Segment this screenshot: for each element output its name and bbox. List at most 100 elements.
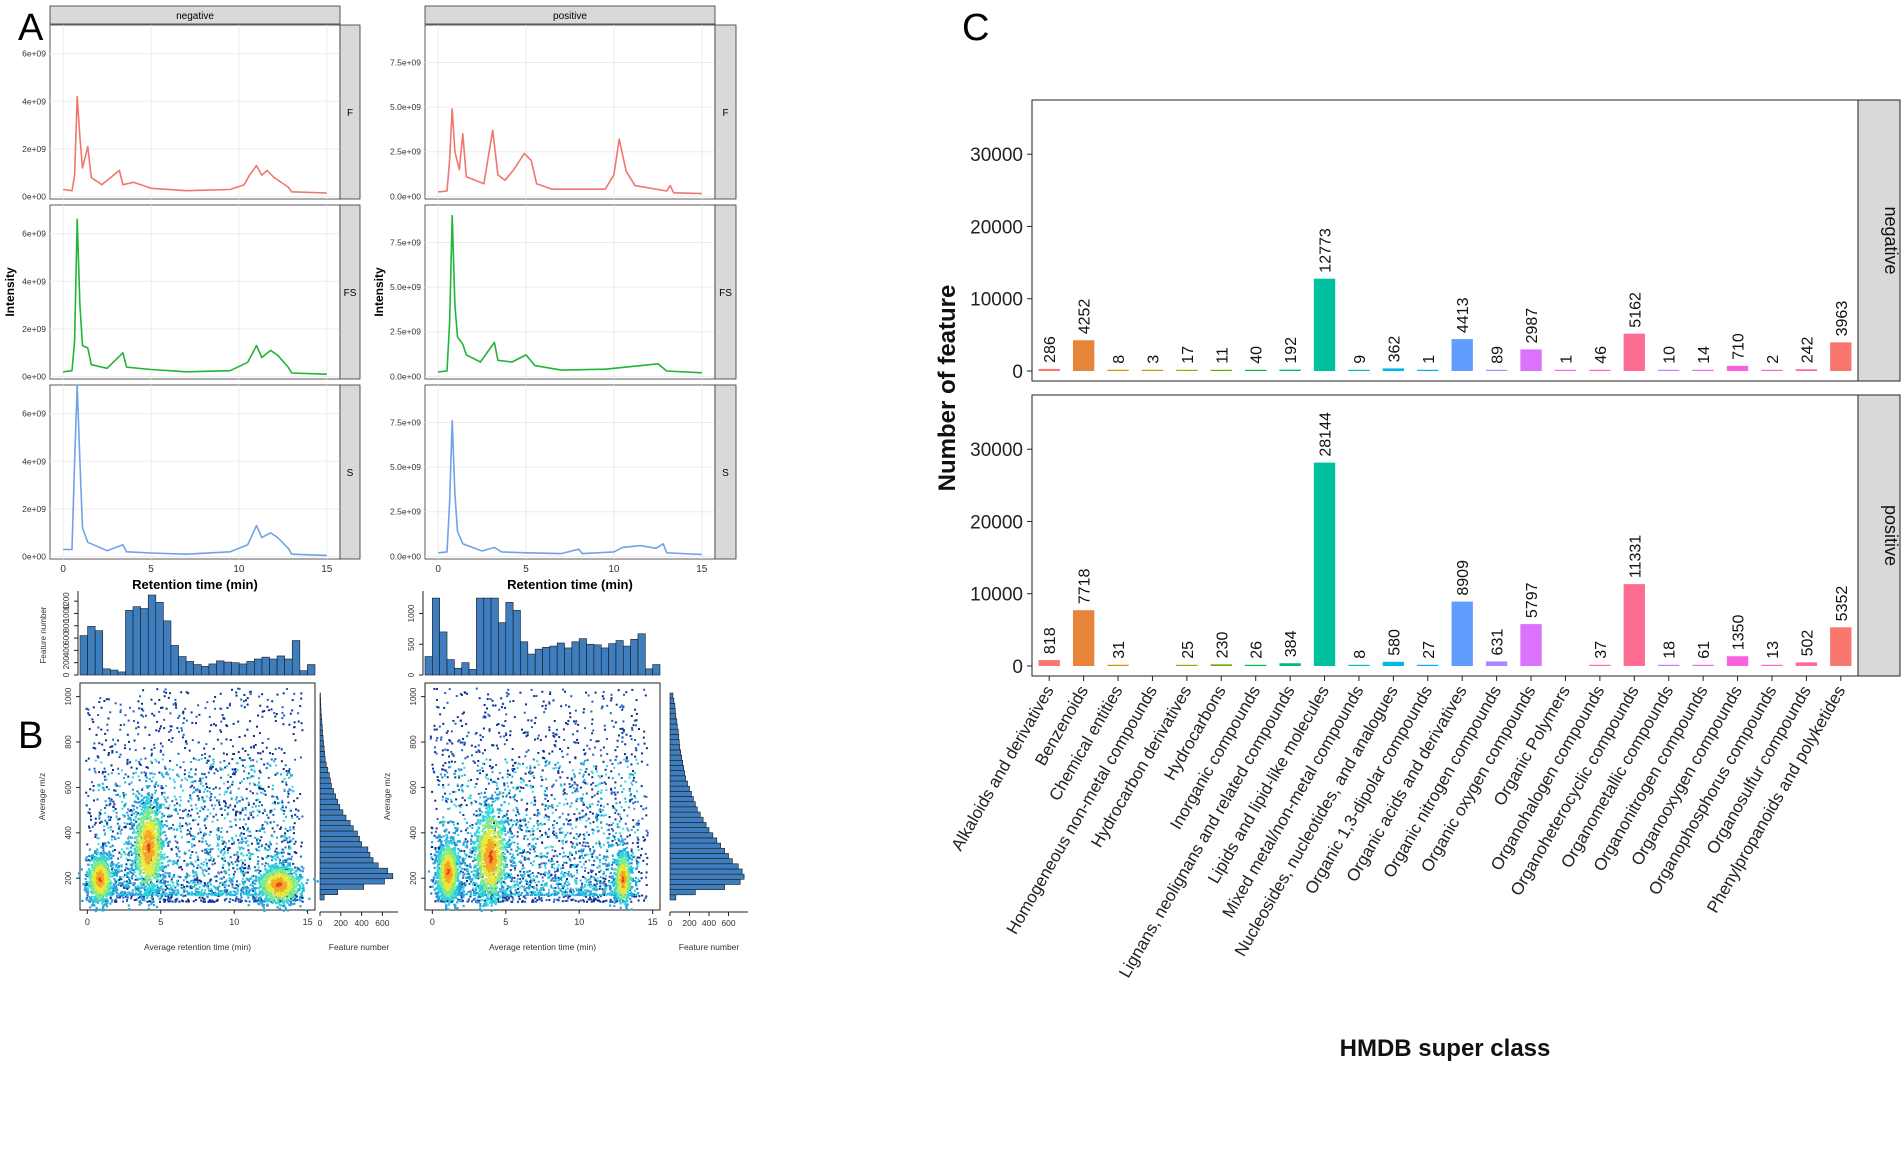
scatter-point [204, 788, 207, 791]
scatter-point [140, 871, 143, 874]
scatter-point [231, 899, 234, 902]
scatter-point [115, 887, 118, 890]
scatter-point [163, 791, 166, 794]
scatter-point [140, 835, 143, 838]
scatter-point [113, 803, 116, 806]
scatter-point [192, 871, 195, 874]
scatter-point [271, 886, 275, 889]
scatter-point [269, 878, 272, 881]
scatter-point [188, 749, 191, 752]
scatter-point [151, 833, 154, 836]
scatter-point [267, 776, 270, 779]
scatter-point [290, 858, 293, 861]
scatter-point [286, 878, 289, 881]
scatter-point [148, 893, 151, 896]
scatter-point [196, 893, 199, 895]
scatter-point [213, 900, 216, 903]
scatter-point [145, 858, 148, 861]
scatter-point [148, 733, 151, 736]
scatter-point [228, 863, 231, 866]
scatter-point [97, 851, 100, 854]
scatter-point [276, 797, 279, 800]
scatter-point [104, 893, 107, 896]
scatter-point [268, 889, 271, 892]
scatter-point [143, 834, 146, 837]
scatter-point [169, 759, 172, 762]
scatter-point [232, 894, 235, 897]
x-tick-label: 0 [435, 564, 441, 575]
scatter-point [182, 761, 185, 764]
scatter-point [125, 885, 128, 888]
scatter-point [171, 876, 174, 878]
scatter-point [240, 840, 243, 843]
scatter-point [119, 711, 122, 714]
scatter-point [90, 781, 93, 784]
scatter-point [247, 772, 250, 775]
scatter-point [194, 899, 197, 901]
scatter-point [138, 822, 141, 825]
scatter-point [185, 900, 188, 903]
scatter-point [263, 763, 266, 766]
scatter-point [151, 825, 154, 829]
scatter-point [293, 881, 297, 884]
scatter-point [152, 827, 155, 830]
scatter-point [209, 851, 212, 853]
scatter-point [164, 874, 167, 877]
scatter-point [115, 874, 118, 877]
scatter-point [258, 899, 261, 903]
scatter-point [260, 836, 263, 839]
scatter-point [269, 811, 272, 814]
scatter-point [285, 881, 288, 884]
scatter-point [206, 883, 209, 885]
scatter-point [97, 837, 100, 840]
scatter-point [173, 795, 176, 798]
scatter-point [278, 870, 281, 873]
scatter-point [228, 879, 231, 882]
scatter-point [302, 889, 305, 892]
scatter-point [262, 906, 265, 909]
scatter-point [201, 896, 204, 899]
scatter-point [261, 824, 264, 827]
scatter-point [98, 880, 101, 883]
scatter-point [162, 879, 166, 882]
scatter-point [107, 841, 110, 844]
scatter-point [186, 875, 189, 878]
scatter-point [168, 840, 171, 843]
scatter-point [209, 790, 211, 793]
scatter-point [95, 833, 98, 836]
scatter-point [144, 757, 147, 760]
scatter-point [159, 846, 162, 849]
scatter-point [163, 765, 166, 768]
scatter-point [281, 809, 284, 812]
scatter-point [209, 878, 212, 881]
scatter-point [133, 818, 136, 822]
scatter-point [186, 824, 189, 826]
scatter-point [192, 900, 195, 903]
scatter-point [165, 707, 168, 710]
scatter-point [151, 894, 154, 897]
scatter-point [194, 884, 197, 886]
scatter-point [231, 688, 233, 691]
scatter-point [258, 880, 261, 883]
scatter-point [216, 888, 219, 891]
scatter-point [96, 866, 99, 869]
scatter-point [145, 776, 148, 779]
scatter-point [208, 893, 211, 896]
scatter-point [252, 896, 255, 899]
scatter-point [140, 845, 143, 848]
scatter-point [153, 773, 156, 776]
scatter-point [134, 850, 137, 853]
scatter-point [279, 897, 282, 900]
scatter-point [285, 815, 287, 818]
scatter-point [176, 802, 179, 805]
scatter-point [109, 845, 112, 848]
scatter-point [126, 899, 128, 902]
scatter-point [228, 762, 231, 765]
scatter-point [156, 720, 159, 723]
scatter-point [190, 891, 193, 894]
scatter-point [104, 900, 107, 903]
scatter-point [247, 886, 250, 890]
scatter-point [86, 843, 89, 846]
y-tick-label: 6e+09 [22, 409, 46, 419]
scatter-point [106, 870, 109, 873]
